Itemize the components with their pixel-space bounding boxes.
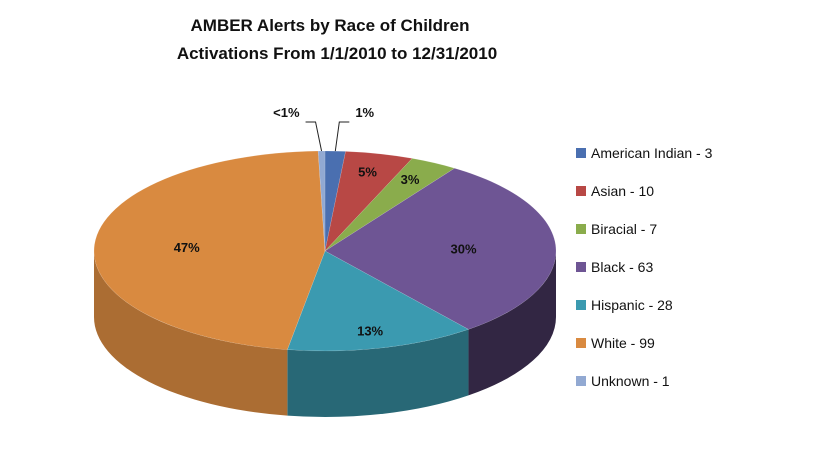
- pie-side-hispanic: [287, 329, 469, 418]
- legend-label-biracial: Biracial - 7: [591, 221, 657, 237]
- pie-slice-black: [324, 167, 557, 330]
- pie-side-black: [468, 251, 556, 396]
- legend-swatch-american-indian: [576, 148, 586, 158]
- data-label-white: 47%: [174, 240, 200, 255]
- chart-title: AMBER Alerts by Race of Children Activat…: [177, 16, 497, 63]
- legend-label-american-indian: American Indian - 3: [591, 145, 713, 161]
- pie-slice-asian: [324, 151, 413, 252]
- chart-title-line-2: Activations From 1/1/2010 to 12/31/2010: [177, 44, 497, 63]
- pie-sides: [94, 251, 556, 418]
- legend-label-black: Black - 63: [591, 259, 653, 275]
- pie-slice-white: [93, 150, 326, 350]
- legend: American Indian - 3 Asian - 10 Biracial - …: [576, 145, 713, 389]
- pie-slices: [93, 150, 557, 352]
- data-label-black: 30%: [450, 242, 476, 257]
- legend-swatch-asian: [576, 186, 586, 196]
- data-label-asian: 5%: [358, 164, 377, 179]
- pie-slice-biracial: [324, 158, 456, 252]
- data-label-american-indian: 1%: [355, 105, 374, 120]
- data-label-hispanic: 13%: [357, 323, 383, 338]
- pie-slice-hispanic: [286, 250, 470, 352]
- leader-line-american-indian: [334, 121, 350, 152]
- pie-slice-american-indian: [324, 150, 346, 252]
- pie-side-white: [94, 251, 288, 416]
- data-label-unknown: <1%: [273, 105, 300, 120]
- legend-swatch-white: [576, 338, 586, 348]
- data-label-biracial: 3%: [401, 172, 420, 187]
- legend-label-white: White - 99: [591, 335, 655, 351]
- chart-title-line-1: AMBER Alerts by Race of Children: [191, 16, 470, 35]
- legend-label-unknown: Unknown - 1: [591, 373, 670, 389]
- legend-swatch-unknown: [576, 376, 586, 386]
- legend-label-hispanic: Hispanic - 28: [591, 297, 673, 313]
- pie-labels: 1% 5% 3% 30% 13% 47% <1%: [174, 105, 477, 338]
- legend-label-asian: Asian - 10: [591, 183, 654, 199]
- legend-swatch-hispanic: [576, 300, 586, 310]
- legend-swatch-biracial: [576, 224, 586, 234]
- leader-line-unknown: [305, 121, 323, 152]
- legend-swatch-black: [576, 262, 586, 272]
